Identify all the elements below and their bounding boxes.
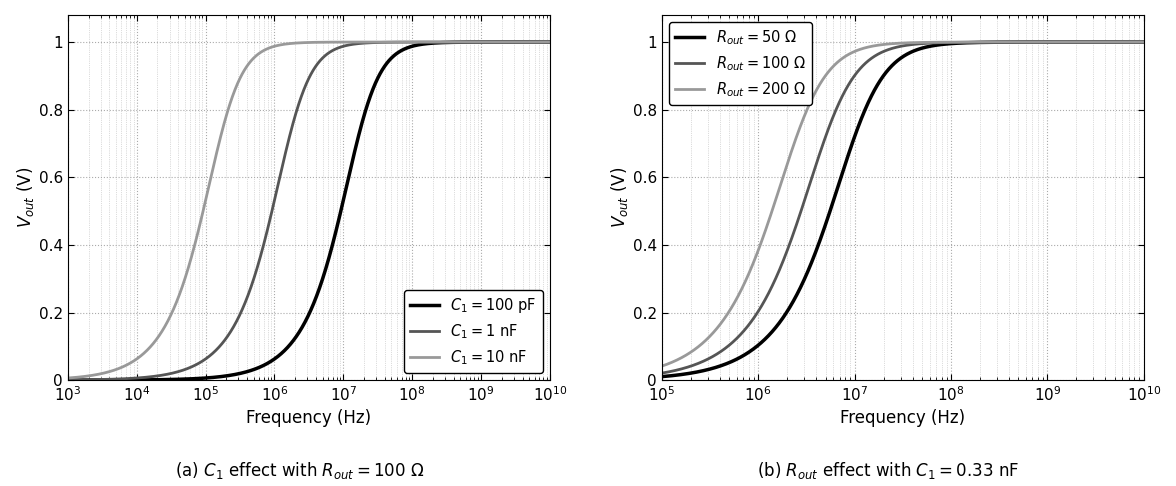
$R_{out} = 100\ \Omega$ (1137, 39, 1151, 45)
$C_1 = 10$ nF (481, 39, 495, 45)
$C_1 = 10$ nF (267, 44, 281, 50)
$C_1 = 1$ nF (61, 377, 75, 383)
Legend: $R_{out} = 50\ \Omega$, $R_{out} = 100\ \Omega$, $R_{out} = 200\ \Omega$: $R_{out} = 50\ \Omega$, $R_{out} = 100\ … (669, 22, 811, 104)
$R_{out} = 50\ \Omega$ (709, 364, 723, 370)
$R_{out} = 200\ \Omega$ (1137, 39, 1151, 45)
$R_{out} = 100\ \Omega$ (739, 326, 753, 332)
$R_{out} = 200\ \Omega$ (840, 52, 854, 58)
$R_{out} = 100\ \Omega$ (655, 370, 669, 376)
Text: (a) $C_1$ effect with $R_{out} = 100\ \Omega$: (a) $C_1$ effect with $R_{out} = 100\ \O… (175, 460, 425, 481)
$R_{out} = 100\ \Omega$ (1128, 39, 1142, 45)
$C_1 = 100$ pF (246, 367, 260, 373)
Y-axis label: $V_{out}$ (V): $V_{out}$ (V) (609, 167, 630, 228)
$C_1 = 10$ nF (543, 39, 557, 45)
$C_1 = 10$ nF (246, 56, 260, 62)
X-axis label: Frequency (Hz): Frequency (Hz) (246, 409, 372, 427)
$C_1 = 1$ nF (534, 39, 548, 45)
$R_{out} = 50\ \Omega$ (655, 374, 669, 380)
$C_1 = 1$ nF (115, 376, 129, 382)
X-axis label: Frequency (Hz): Frequency (Hz) (840, 409, 965, 427)
Text: (b) $R_{out}$ effect with $C_1 = 0.33$ nF: (b) $R_{out}$ effect with $C_1 = 0.33$ n… (757, 460, 1018, 481)
$R_{out} = 50\ \Omega$ (1137, 39, 1151, 45)
$R_{out} = 100\ \Omega$ (709, 351, 723, 357)
$R_{out} = 200\ \Omega$ (739, 278, 753, 284)
$C_1 = 1$ nF (543, 39, 557, 45)
$C_1 = 1$ nF (267, 201, 281, 207)
Line: $R_{out} = 50\ \Omega$: $R_{out} = 50\ \Omega$ (662, 42, 1144, 377)
$R_{out} = 50\ \Omega$ (1128, 39, 1142, 45)
$R_{out} = 200\ \Omega$ (1075, 39, 1089, 45)
$C_1 = 100$ pF (267, 357, 281, 363)
$R_{out} = 200\ \Omega$ (655, 363, 669, 369)
$R_{out} = 50\ \Omega$ (861, 102, 875, 107)
$R_{out} = 100\ \Omega$ (1075, 39, 1089, 45)
$C_1 = 100$ pF (115, 377, 129, 383)
Line: $C_1 = 100$ pF: $C_1 = 100$ pF (68, 42, 550, 380)
$C_1 = 10$ nF (145, 343, 159, 348)
$R_{out} = 200\ \Omega$ (861, 44, 875, 50)
$C_1 = 10$ nF (534, 39, 548, 45)
Line: $R_{out} = 100\ \Omega$: $R_{out} = 100\ \Omega$ (662, 42, 1144, 373)
$C_1 = 100$ pF (481, 39, 495, 45)
$C_1 = 1$ nF (481, 39, 495, 45)
$R_{out} = 100\ \Omega$ (861, 58, 875, 64)
Y-axis label: $V_{out}$ (V): $V_{out}$ (V) (15, 167, 36, 228)
Line: $C_1 = 10$ nF: $C_1 = 10$ nF (68, 42, 550, 378)
$R_{out} = 200\ \Omega$ (709, 326, 723, 331)
$C_1 = 1$ nF (246, 279, 260, 285)
Legend: $C_1 = 100$ pF, $C_1 = 1$ nF, $C_1 = 10$ nF: $C_1 = 100$ pF, $C_1 = 1$ nF, $C_1 = 10$… (403, 290, 542, 373)
$R_{out} = 200\ \Omega$ (1128, 39, 1142, 45)
Line: $C_1 = 1$ nF: $C_1 = 1$ nF (68, 42, 550, 380)
$R_{out} = 100\ \Omega$ (840, 85, 854, 91)
$C_1 = 10$ nF (115, 364, 129, 370)
Line: $R_{out} = 200\ \Omega$: $R_{out} = 200\ \Omega$ (662, 42, 1144, 366)
$C_1 = 100$ pF (543, 39, 557, 45)
$R_{out} = 50\ \Omega$ (1075, 39, 1089, 45)
$R_{out} = 50\ \Omega$ (739, 351, 753, 357)
$C_1 = 10$ nF (61, 375, 75, 381)
$C_1 = 1$ nF (145, 374, 159, 380)
$C_1 = 100$ pF (534, 39, 548, 45)
$R_{out} = 50\ \Omega$ (840, 157, 854, 163)
$C_1 = 100$ pF (61, 377, 75, 383)
$C_1 = 100$ pF (145, 377, 159, 382)
